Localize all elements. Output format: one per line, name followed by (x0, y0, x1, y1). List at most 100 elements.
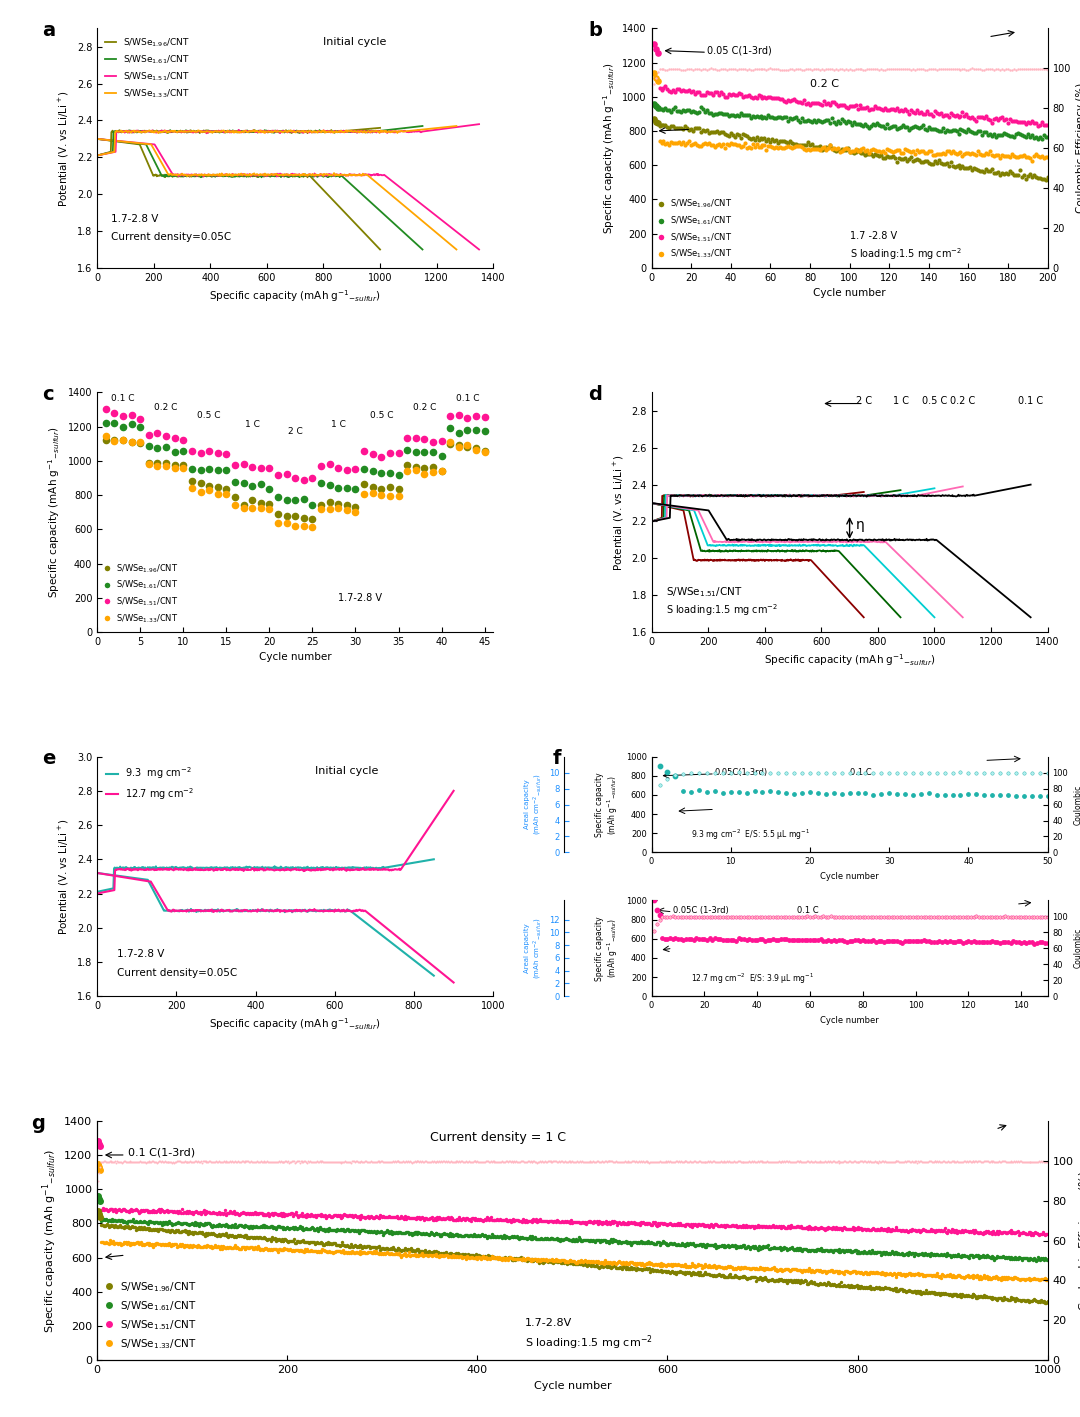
Point (946, 119, 963, 142)
Point (744, 105, 761, 128)
Point (200, 1221, 217, 1244)
Point (666, 1213, 684, 1236)
Point (737, 1236, 754, 1258)
Point (828, 1260, 846, 1282)
Point (141, 1219, 159, 1241)
Point (625, 1253, 643, 1275)
Point (544, 1227, 562, 1250)
Point (820, 136, 837, 159)
Point (271, 1216, 288, 1238)
Point (801, 94, 819, 116)
Point (678, 1213, 696, 1236)
Point (724, 1213, 741, 1236)
Point (804, 92, 821, 115)
Point (146, 1212, 163, 1234)
Point (920, 103, 937, 126)
Point (956, 1285, 973, 1308)
Point (734, 1234, 752, 1257)
Point (563, 1250, 580, 1272)
Point (707, 1213, 725, 1236)
Point (902, 1243, 919, 1265)
Point (667, 1233, 685, 1255)
Point (490, 1226, 508, 1248)
Point (119, 1231, 136, 1254)
Point (172, 1212, 189, 1234)
Point (649, 43, 666, 65)
Point (818, 109, 835, 132)
Point (905, 1151, 922, 1173)
Point (827, 1151, 845, 1173)
Point (334, 1231, 351, 1254)
Point (606, 1210, 623, 1233)
Point (818, 1217, 835, 1240)
Point (340, 1220, 357, 1243)
Point (346, 1151, 363, 1173)
Point (157, 1151, 174, 1173)
Point (399, 1243, 416, 1265)
Point (303, 509, 321, 531)
Point (391, 1207, 408, 1230)
Point (123, 1197, 140, 1220)
Point (149, 436, 166, 459)
Point (943, 1244, 960, 1267)
Point (1023, 785, 1040, 808)
Point (839, 109, 856, 132)
Point (459, 434, 476, 456)
Point (805, 1217, 822, 1240)
Point (849, 140, 866, 163)
Point (559, 1227, 577, 1250)
Y-axis label: Specific capacity (mAh g$^{-1}$$_{-sulfur}$): Specific capacity (mAh g$^{-1}$$_{-sulfu… (40, 1149, 58, 1332)
Point (173, 1197, 190, 1220)
Point (639, 1213, 657, 1236)
Point (1015, 164, 1032, 187)
Point (1032, 1149, 1050, 1172)
Point (750, 1151, 767, 1173)
Point (1021, 1268, 1038, 1291)
Point (208, 1203, 226, 1226)
Point (415, 1206, 432, 1229)
Point (907, 1263, 924, 1285)
Point (211, 1213, 228, 1236)
Point (997, 905, 1014, 928)
Point (339, 1234, 356, 1257)
Point (974, 123, 991, 146)
Point (237, 1224, 254, 1247)
Point (865, 57, 882, 79)
Point (633, 1231, 650, 1254)
Point (260, 1151, 278, 1173)
Point (916, 1281, 933, 1304)
Point (980, 143, 997, 166)
Point (765, 1237, 782, 1260)
Point (758, 1151, 775, 1173)
Point (305, 1217, 322, 1240)
Point (738, 58, 755, 81)
Point (839, 137, 856, 160)
Point (273, 1216, 291, 1238)
Point (249, 1203, 267, 1226)
Point (477, 1246, 495, 1268)
Point (930, 1244, 947, 1267)
Point (343, 1151, 361, 1173)
Point (419, 1241, 436, 1264)
Point (303, 1203, 321, 1226)
Point (582, 1230, 599, 1253)
Point (257, 1203, 274, 1226)
Point (559, 1250, 577, 1272)
Point (872, 1261, 889, 1284)
Point (568, 1151, 585, 1173)
Point (540, 1151, 557, 1173)
Point (1038, 1268, 1055, 1291)
Point (955, 1284, 972, 1306)
Point (652, 78, 670, 101)
Point (617, 1151, 634, 1173)
Point (617, 1258, 634, 1281)
Point (261, 1238, 279, 1261)
Point (339, 1240, 356, 1263)
Point (238, 1223, 255, 1246)
Point (666, 132, 684, 154)
Point (813, 1240, 831, 1263)
Point (308, 1217, 325, 1240)
Point (917, 1220, 934, 1243)
Point (661, 79, 678, 102)
Point (853, 1219, 870, 1241)
